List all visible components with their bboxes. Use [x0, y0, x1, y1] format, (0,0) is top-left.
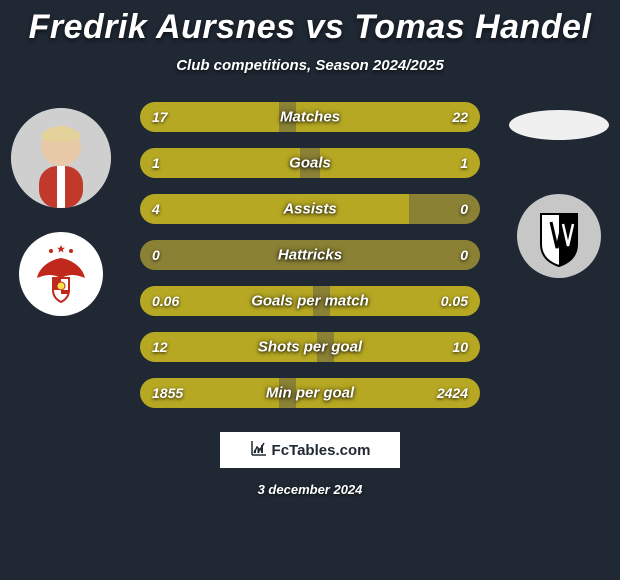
player-right-photo-placeholder [509, 110, 609, 140]
brand-chart-icon [250, 439, 268, 461]
benfica-badge-icon [25, 238, 97, 310]
player-left-club-badge [19, 232, 103, 316]
brand-footer-logo: FcTables.com [220, 432, 400, 468]
brand-footer-text: FcTables.com [272, 442, 371, 459]
stat-bar-row: 1722Matches [140, 102, 480, 132]
stat-label: Matches [140, 109, 480, 126]
stat-label: Assists [140, 201, 480, 218]
stat-bar-row: 18552424Min per goal [140, 378, 480, 408]
player-left-face-icon [11, 108, 111, 208]
player-right-column [504, 102, 614, 278]
comparison-subtitle: Club competitions, Season 2024/2025 [0, 57, 620, 74]
player-left-photo [11, 108, 111, 208]
stat-bar-row: 1210Shots per goal [140, 332, 480, 362]
vitoria-badge-icon [523, 200, 595, 272]
stat-bars-container: 1722Matches 11Goals 40Assists 00Hattricks 0.… [140, 102, 480, 408]
stat-bar-row: 11Goals [140, 148, 480, 178]
stat-bar-row: 00Hattricks [140, 240, 480, 270]
player-left-column [6, 102, 116, 316]
stat-label: Shots per goal [140, 339, 480, 356]
stat-bar-row: 0.060.05Goals per match [140, 286, 480, 316]
comparison-title: Fredrik Aursnes vs Tomas Handel [0, 0, 620, 47]
stat-label: Hattricks [140, 247, 480, 264]
stat-label: Goals [140, 155, 480, 172]
stat-label: Goals per match [140, 293, 480, 310]
stat-label: Min per goal [140, 385, 480, 402]
player-right-club-badge [517, 194, 601, 278]
comparison-content: 1722Matches 11Goals 40Assists 00Hattricks 0.… [0, 102, 620, 408]
comparison-date: 3 december 2024 [0, 482, 620, 497]
stat-bar-row: 40Assists [140, 194, 480, 224]
